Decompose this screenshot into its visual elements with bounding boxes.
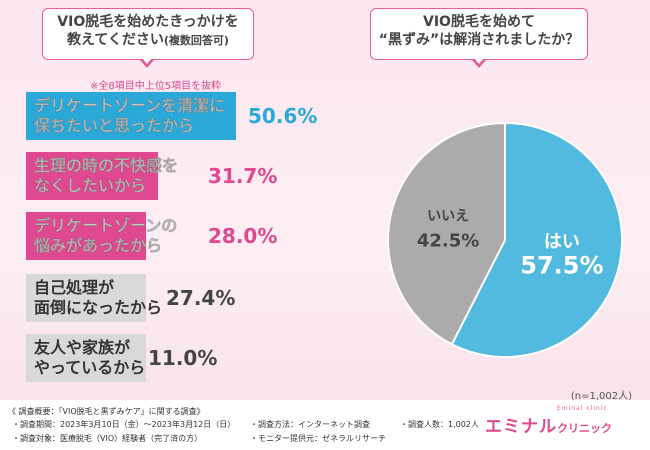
pie-chart: はい 57.5% いいえ 42.5% [385, 120, 625, 364]
pie-slice-1 [450, 121, 623, 358]
infographic-panel: VIO脱毛を始めたきっかけを 教えてください(複数回答可) VIO脱毛を始めて … [26, 8, 632, 402]
survey-provider: ・モニター提供元：ゼネラルリサーチ [250, 434, 386, 443]
footer: 《 調査概要：「VIO脱毛と黒ずみケア」に関する調査》 ・調査期間：2023年3… [0, 400, 650, 450]
bar-label-3: デリケートゾーンの 悩みがあったから [34, 216, 178, 256]
pie-label-2: いいえ [427, 208, 469, 224]
bar-value-4: 27.4% [166, 286, 236, 310]
left-question-line1: VIO脱毛を始めたきっかけを [57, 14, 239, 30]
note-text: ※全8項目中上位5項目を抜粋 [90, 81, 222, 92]
logo-sub: クリニック [557, 422, 612, 435]
pie-value-2: 42.5% [417, 230, 479, 251]
bar-label-5: 友人や家族が やっているから [34, 338, 145, 378]
bar-label-line: なくしたいから [34, 176, 147, 196]
survey-method: ・調査方法：インターネット調査 [250, 420, 370, 429]
bar-1: デリケートゾーンを清潔に 保ちたいと思ったから 50.6% [26, 92, 317, 140]
pie-slice-2 [387, 121, 506, 346]
right-question-line1: VIO脱毛を始めて [423, 14, 535, 30]
left-question-multi: (複数回答可) [163, 34, 229, 47]
survey-heading: 《 調査概要：「VIO脱毛と黒ずみケア」に関する調査》 [8, 407, 205, 416]
pie-value-1: 57.5% [520, 252, 603, 280]
clinic-logo: エミナルクリニック Eminal clinic [485, 405, 612, 437]
bar-2: 生理の時の不快感を なくしたいから 31.7% [26, 152, 277, 200]
sample-size-label: (n=1,002人) [570, 391, 632, 402]
left-question-tail [140, 58, 154, 68]
bar-label-line: やっているから [34, 358, 146, 377]
survey-count: ・調査人数：1,002人 [400, 420, 479, 429]
bar-5: 友人や家族が やっているから 11.0% [26, 334, 217, 382]
bar-label-line: 面倒になったから [34, 298, 163, 317]
bar-label-line: デリケートゾーンの [34, 216, 178, 236]
survey-target: ・調査対象：医療脱毛（VIO）経験者（完了済の方） [12, 434, 203, 443]
bar-label-line: 生理の時の不快感を [34, 156, 179, 176]
bar-label-line: 悩みがあったから [34, 236, 163, 256]
bar-label-line: 友人や家族が [34, 338, 131, 357]
bar-label-4: 自己処理が 面倒になったから [34, 278, 162, 318]
bar-value-3: 28.0% [208, 224, 278, 248]
left-question-box: VIO脱毛を始めたきっかけを 教えてください(複数回答可) [42, 8, 254, 60]
pie-label-1: はい [544, 232, 580, 253]
logo-tag: Eminal clinic [557, 405, 608, 412]
bar-value-2: 31.7% [208, 164, 278, 188]
bar-value-1: 50.6% [248, 104, 318, 128]
bar-label-1: デリケートゾーンを清潔に 保ちたいと思ったから [34, 96, 226, 136]
bar-label-2: 生理の時の不快感を なくしたいから [34, 156, 179, 196]
bar-label-line: 保ちたいと思ったから [34, 116, 195, 136]
right-question-line2: “黒ずみ”は解消されましたか？ [378, 32, 580, 48]
bar-label-line: デリケートゾーンを清潔に [34, 96, 226, 116]
bar-4: 自己処理が 面倒になったから 27.4% [26, 274, 235, 322]
right-question-box: VIO脱毛を始めて “黒ずみ”は解消されましたか？ [370, 8, 588, 60]
logo-main: エミナル [485, 417, 557, 437]
left-question-line2: 教えてください [67, 32, 164, 48]
right-question-tail [472, 58, 486, 68]
bar-label-line: 自己処理が [34, 278, 115, 297]
bar-3: デリケートゾーンの 悩みがあったから 28.0% [26, 212, 277, 260]
survey-period: ・調査期間：2023年3月10日（金）〜2023年3月12日（日） [12, 420, 236, 429]
bar-value-5: 11.0% [148, 346, 218, 370]
